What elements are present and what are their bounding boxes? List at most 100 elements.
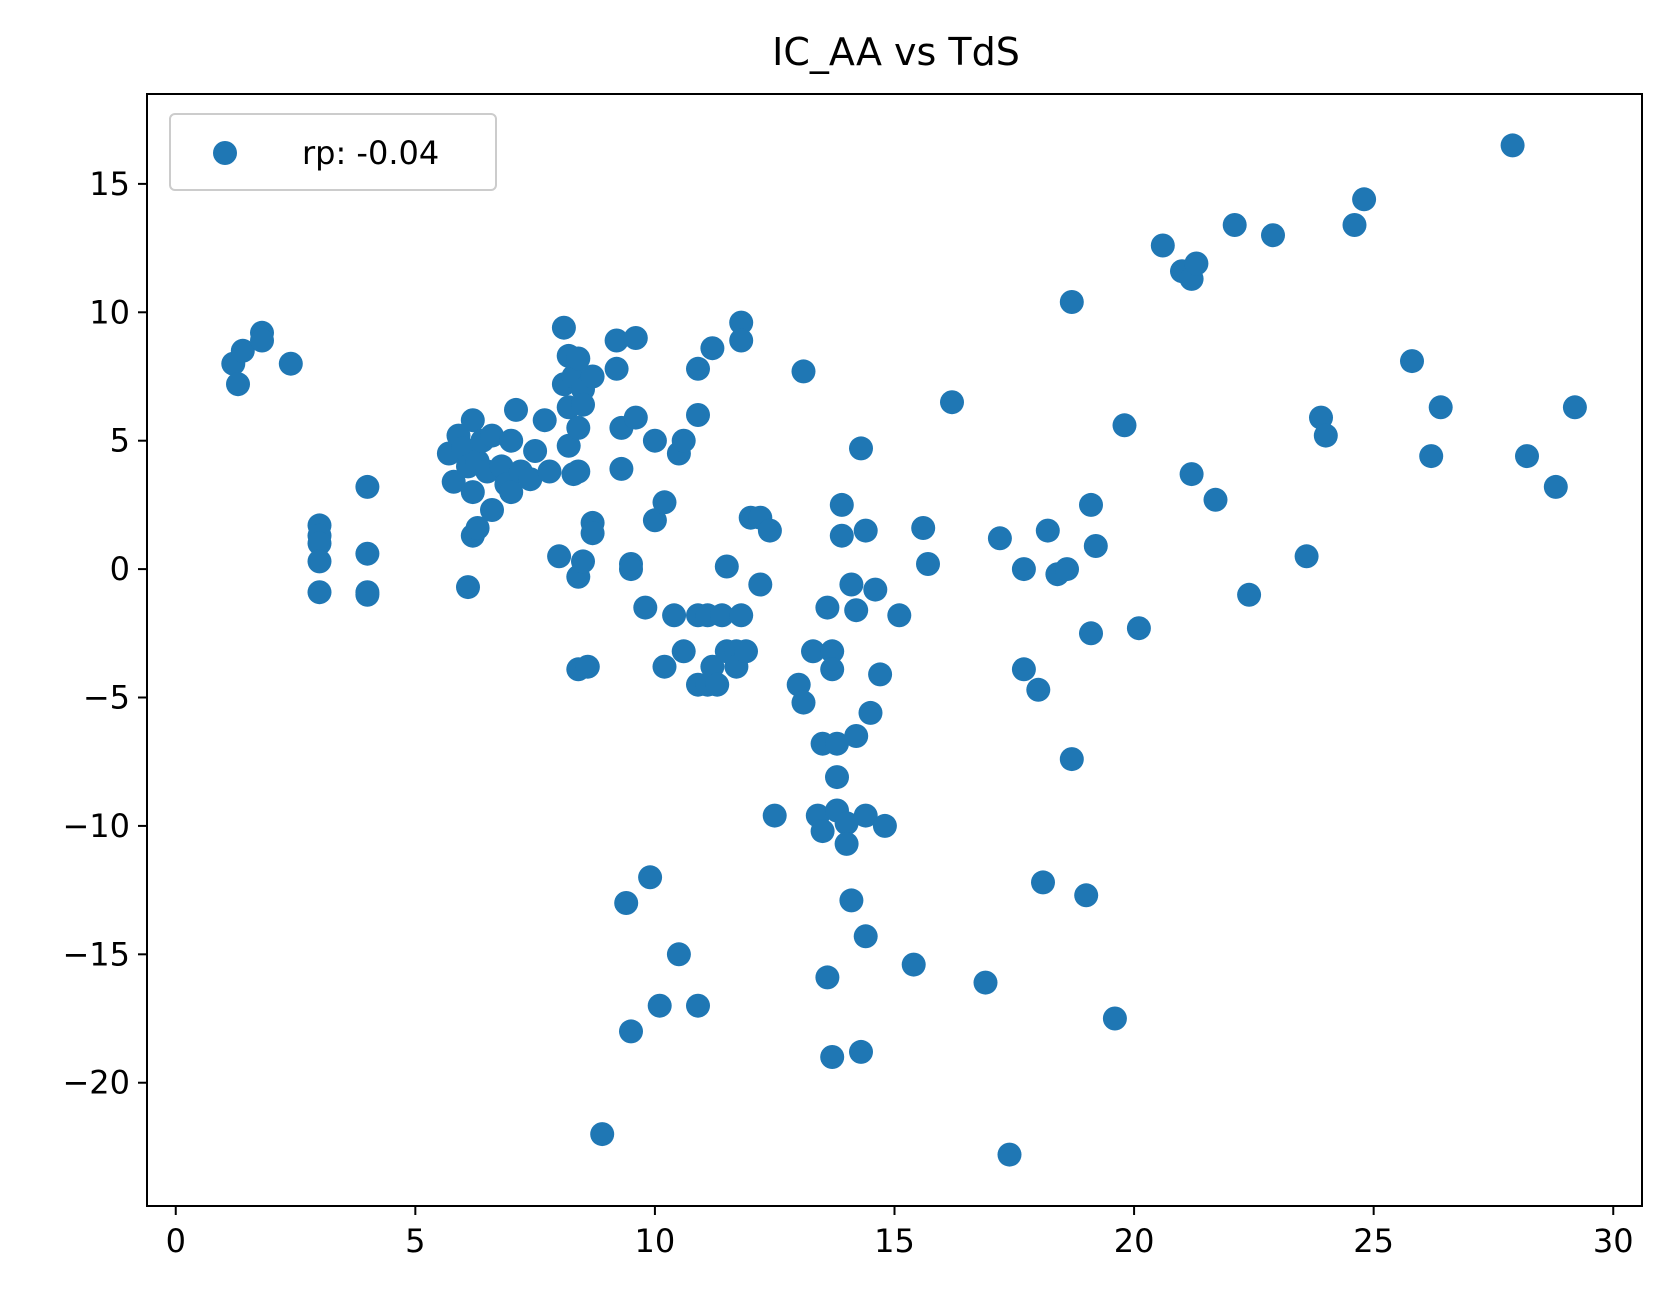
scatter-point: [686, 993, 710, 1018]
scatter-point: [355, 582, 380, 607]
scatter-point: [1079, 492, 1103, 517]
scatter-point: [489, 454, 514, 479]
scatter-point: [566, 459, 591, 484]
scatter-point: [278, 351, 303, 376]
scatter-point: [551, 315, 576, 340]
scatter-point: [1515, 444, 1539, 469]
scatter-point: [1400, 349, 1424, 374]
scatter-point: [729, 310, 754, 335]
scatter-point: [686, 356, 710, 381]
scatter-point: [1309, 405, 1333, 430]
scatter-point: [355, 474, 380, 499]
scatter-point: [901, 952, 926, 977]
scatter-point: [887, 603, 912, 628]
scatter-point: [642, 508, 667, 533]
scatter-point: [623, 326, 648, 350]
x-tick-label: 25: [1353, 1222, 1394, 1260]
scatter-point: [834, 811, 859, 836]
scatter-point: [1126, 616, 1151, 641]
scatter-point: [652, 654, 677, 679]
scatter-point: [829, 523, 854, 548]
scatter-point: [853, 803, 878, 828]
scatter-point: [580, 521, 605, 546]
y-tick-label: 0: [110, 550, 130, 588]
scatter-point: [1179, 462, 1204, 487]
scatter-point: [547, 544, 572, 569]
scatter-point: [1419, 444, 1444, 469]
scatter-point: [619, 1019, 643, 1044]
scatter-point: [1011, 557, 1036, 582]
scatter-point: [710, 603, 734, 628]
scatter-point: [499, 428, 524, 453]
scatter-point: [997, 1142, 1022, 1167]
scatter-point: [614, 891, 639, 915]
scatter-point: [590, 1122, 615, 1147]
scatter-point: [532, 408, 557, 433]
scatter-point: [762, 803, 787, 828]
y-tick-label: −20: [62, 1064, 130, 1102]
scatter-point: [729, 603, 754, 628]
y-tick-label: −5: [83, 679, 130, 717]
scatter-point: [671, 639, 696, 664]
scatter-point: [571, 392, 595, 417]
scatter-point: [853, 924, 878, 949]
scatter-point: [815, 965, 840, 990]
scatter-point: [1083, 534, 1108, 558]
scatter-point: [566, 415, 591, 440]
scatter-point: [1102, 1006, 1127, 1031]
scatter-point: [1313, 423, 1338, 448]
scatter-point: [460, 480, 485, 505]
x-tick-label: 5: [405, 1222, 425, 1260]
scatter-point: [456, 575, 480, 600]
scatter-point: [666, 942, 691, 967]
scatter-point: [1112, 413, 1137, 438]
scatter-point: [973, 970, 998, 995]
scatter-point: [1059, 747, 1084, 772]
scatter-point: [250, 328, 274, 353]
x-tick-label: 15: [874, 1222, 915, 1260]
scatter-point: [1237, 582, 1262, 607]
scatter-point: [839, 888, 864, 913]
scatter-point: [987, 526, 1012, 551]
scatter-point: [1261, 223, 1285, 248]
scatter-point: [355, 541, 380, 566]
y-tick-label: −10: [62, 807, 130, 845]
x-tick-label: 30: [1593, 1222, 1634, 1260]
scatter-point: [839, 572, 864, 597]
scatter-point: [465, 516, 490, 540]
scatter-point: [868, 662, 893, 687]
scatter-point: [1059, 290, 1084, 314]
scatter-point: [638, 865, 663, 890]
scatter-point: [820, 639, 845, 664]
scatter-point: [441, 469, 466, 494]
scatter-point: [834, 831, 859, 856]
scatter-point: [1562, 395, 1587, 420]
scatter-point: [1500, 133, 1525, 158]
scatter-point: [604, 328, 629, 353]
scatter-point: [825, 731, 849, 756]
legend-box: [169, 113, 497, 191]
scatter-point: [523, 439, 548, 463]
scatter-point: [623, 405, 648, 430]
scatter-point: [1342, 213, 1367, 237]
scatter-point: [662, 603, 687, 628]
scatter-point: [633, 595, 658, 620]
scatter-point: [1352, 187, 1377, 212]
scatter-point: [940, 390, 964, 415]
scatter-point: [815, 595, 840, 620]
scatter-point: [853, 518, 878, 543]
scatter-point: [642, 428, 667, 453]
legend-label: rp: -0.04: [302, 134, 439, 172]
scatter-point: [911, 516, 936, 540]
scatter-point: [791, 690, 816, 715]
scatter-point: [499, 480, 524, 505]
scatter-point: [1203, 487, 1228, 512]
scatter-point: [460, 408, 485, 433]
x-tick-label: 10: [635, 1222, 676, 1260]
scatter-point: [480, 423, 504, 448]
scatter-point: [820, 657, 845, 682]
scatter-point: [801, 639, 825, 664]
scatter-point: [1294, 544, 1319, 569]
scatter-point: [1428, 395, 1453, 420]
